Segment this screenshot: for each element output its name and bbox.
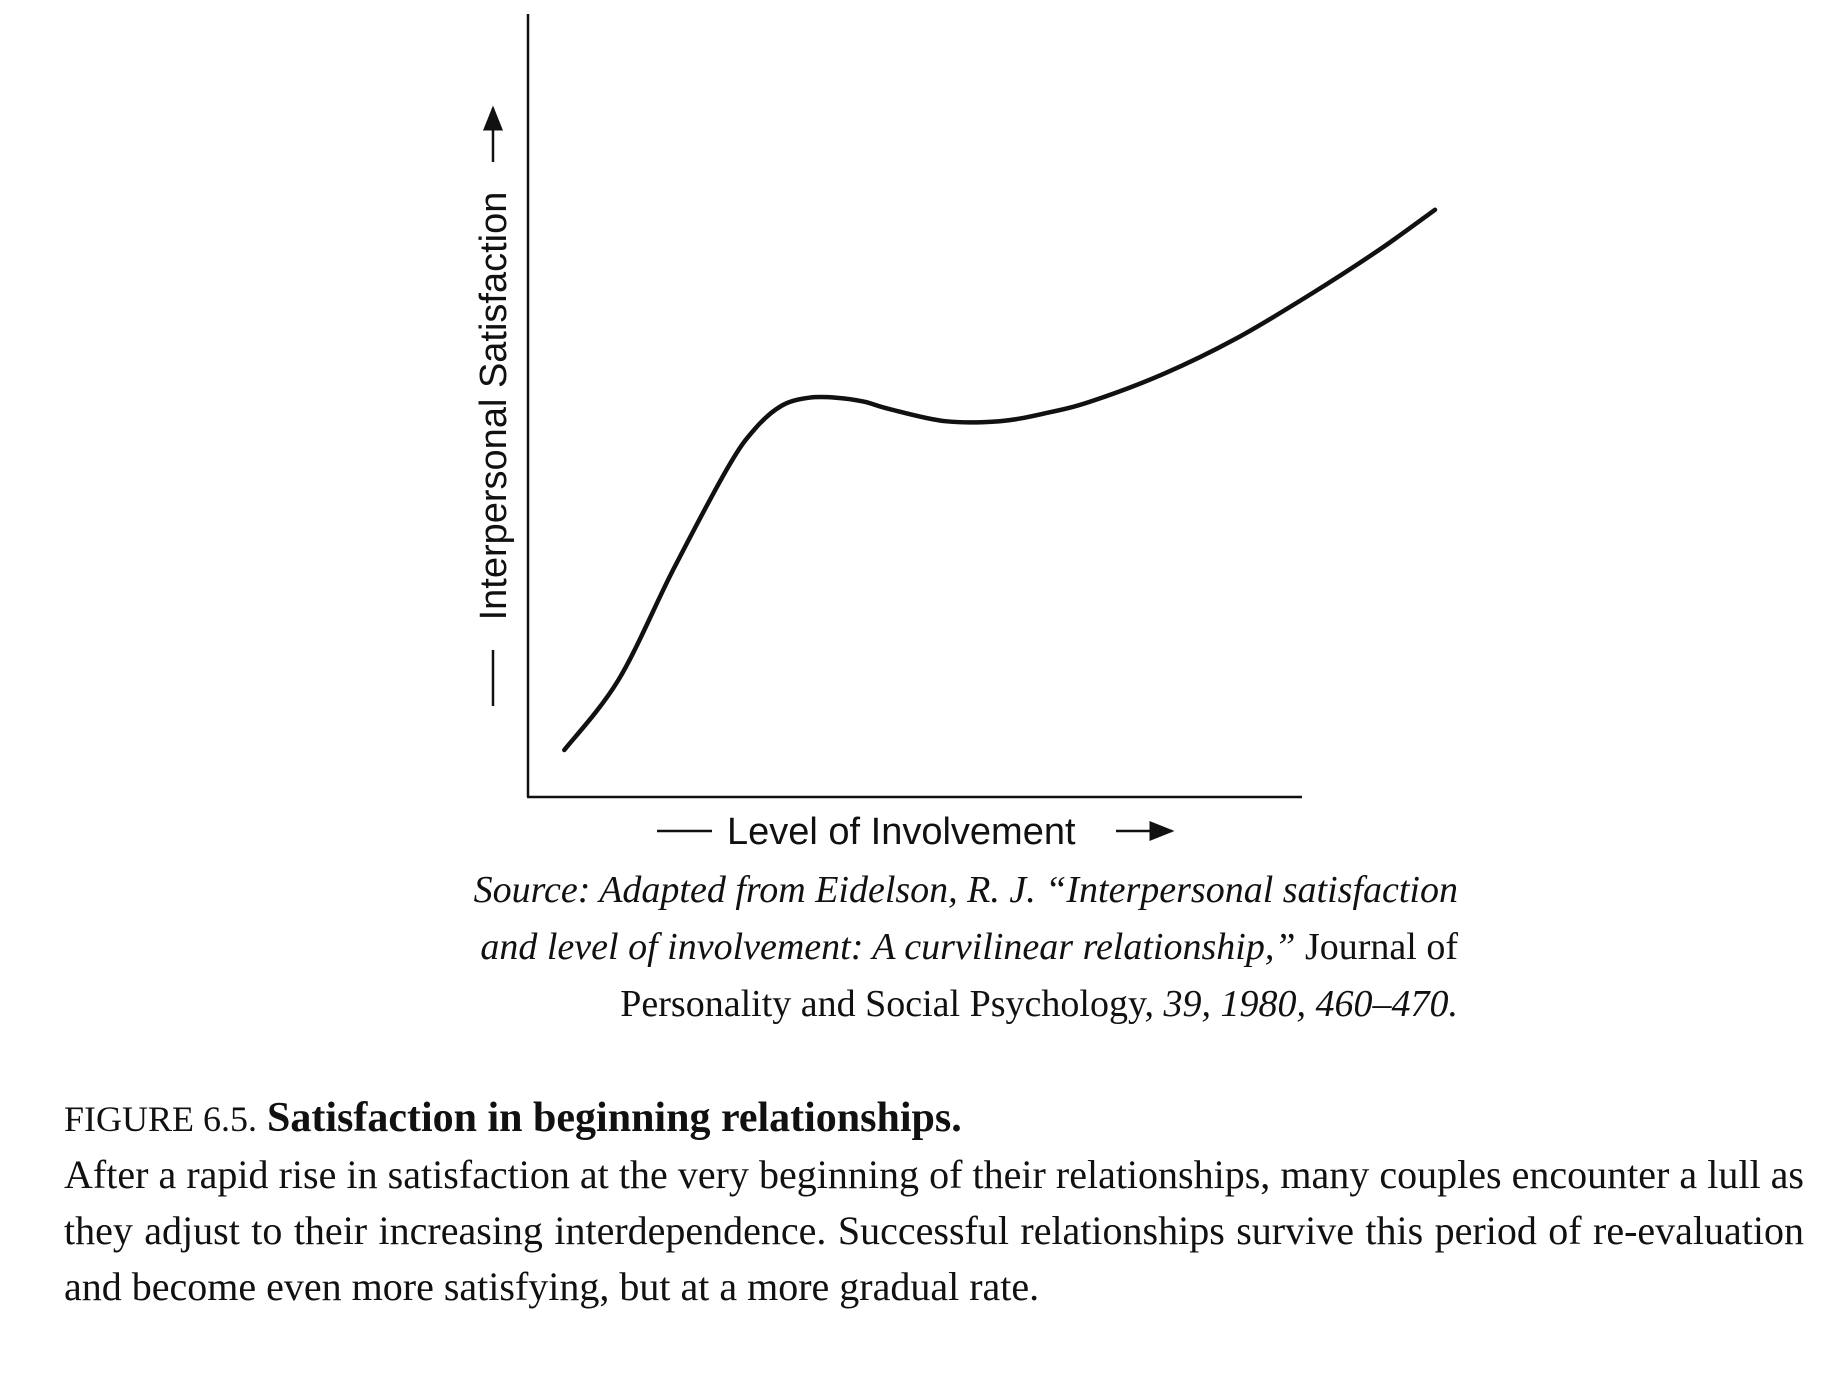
source-line-1: Source: Adapted from Eidelson, R. J. “In… (473, 869, 1458, 911)
figure-caption: FIGURE 6.5. Satisfaction in beginning re… (64, 1090, 1804, 1315)
chart: Level of Involvement Interpersonal Satis… (473, 14, 1438, 853)
figure-number: FIGURE 6.5. (64, 1099, 258, 1139)
series-line (562, 207, 1438, 753)
y-axis-label: Interpersonal Satisfaction (473, 192, 515, 621)
figure-title: Satisfaction in beginning relationships. (267, 1095, 962, 1141)
source-line-2-roman: Journal of (1295, 926, 1458, 968)
source-line-3-italic: 39, 1980, 460–470. (1154, 983, 1459, 1025)
source-citation: Source: Adapted from Eidelson, R. J. “In… (300, 862, 1458, 1033)
figure-description: After a rapid rise in satisfaction at th… (64, 1152, 1804, 1309)
source-line-3-roman: Personality and Social Psychology, (620, 983, 1154, 1025)
source-line-2-italic: and level of involvement: A curvilinear … (480, 926, 1296, 968)
x-axis-label: Level of Involvement (727, 811, 1076, 853)
